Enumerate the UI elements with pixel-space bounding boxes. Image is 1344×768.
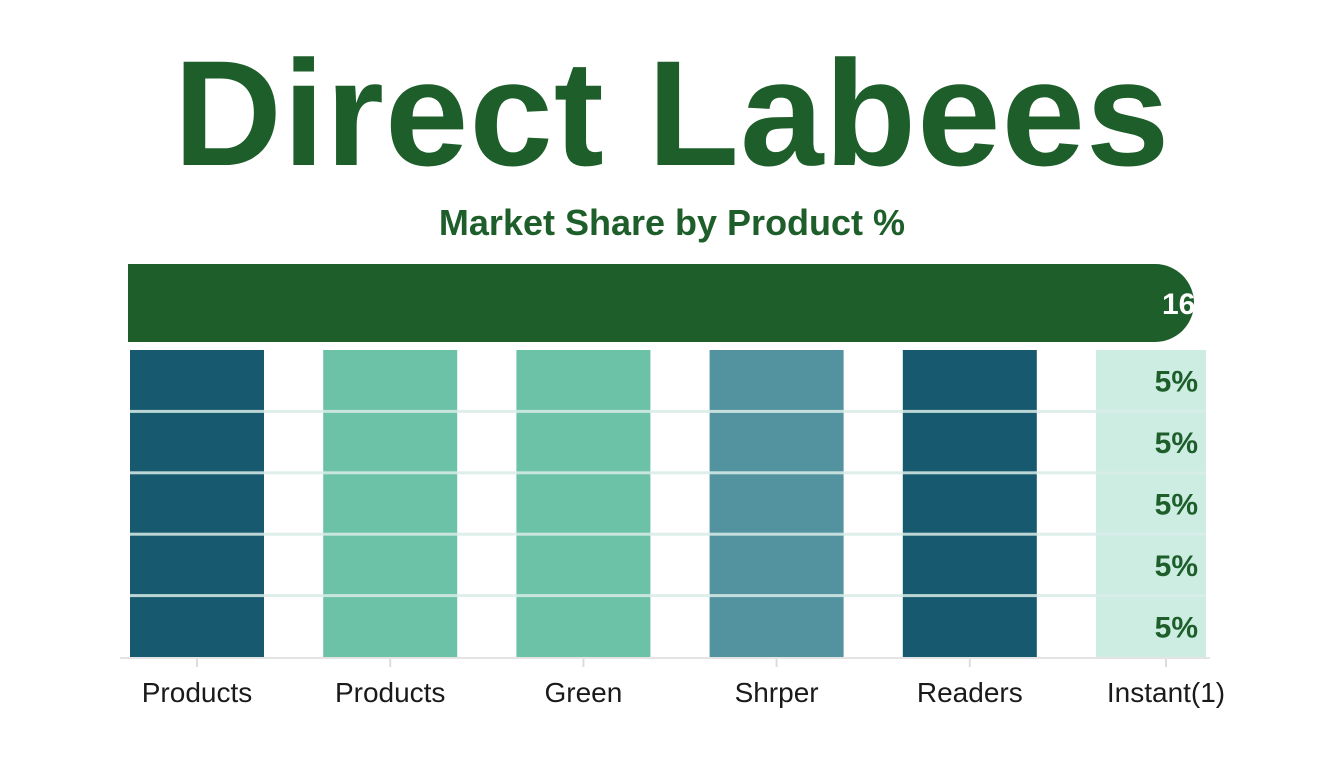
chart-title: Direct Labees xyxy=(173,29,1171,197)
top-bar-value-label: 16% xyxy=(1162,288,1222,321)
segment-value-label: 5% xyxy=(1155,366,1198,399)
segment-value-label: 5% xyxy=(1155,427,1198,460)
x-axis-line xyxy=(120,657,1210,659)
segment-divider xyxy=(130,532,1206,536)
bar-5 xyxy=(902,350,1037,657)
segment-divider xyxy=(130,409,1206,413)
x-tick-label: Products xyxy=(142,677,253,708)
x-tick-label: Instant(1) xyxy=(1107,677,1225,708)
x-tick-label: Shrper xyxy=(735,677,819,708)
top-bar xyxy=(128,264,1194,342)
x-tick xyxy=(582,659,585,667)
x-tick xyxy=(389,659,392,667)
x-tick xyxy=(1165,659,1167,667)
segment-divider xyxy=(130,594,1206,598)
bar-6 xyxy=(1096,350,1206,657)
chart-subtitle: Market Share by Product % xyxy=(438,202,906,243)
x-tick-label: Readers xyxy=(917,677,1023,708)
x-tick xyxy=(775,659,778,667)
bar-2 xyxy=(323,350,458,657)
bar-4 xyxy=(709,350,844,657)
x-tick-label: Products xyxy=(335,677,446,708)
x-tick-label: Green xyxy=(544,677,622,708)
segment-divider xyxy=(130,471,1206,475)
x-tick xyxy=(196,659,198,667)
bar-3 xyxy=(516,350,651,657)
segment-value-label: 5% xyxy=(1155,489,1198,522)
bar-1 xyxy=(130,350,264,657)
segment-value-label: 5% xyxy=(1155,611,1198,644)
segment-value-label: 5% xyxy=(1155,550,1198,583)
x-tick xyxy=(968,659,971,667)
